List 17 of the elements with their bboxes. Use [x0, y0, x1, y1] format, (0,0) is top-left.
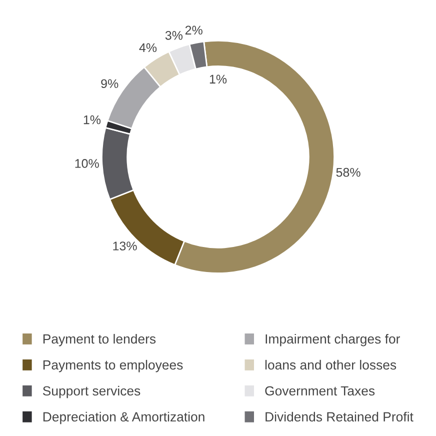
data-label: 1% — [84, 115, 101, 124]
text: 1% — [210, 74, 227, 84]
data-label: 9% — [101, 79, 118, 88]
legend-label: Depreciation & Amortization — [43, 412, 204, 424]
legend-label: Dividends Retained Profit — [266, 412, 414, 422]
legend-label: Support services — [42, 386, 140, 398]
legend-label: Government Taxes — [265, 386, 375, 396]
data-label: 13% — [113, 242, 137, 250]
data-label: 58% — [336, 168, 360, 177]
data-label: 10% — [75, 159, 99, 168]
legend-label: Impairment charges for — [266, 334, 400, 346]
legend-label: loans and other losses — [265, 360, 396, 370]
data-label: 4% — [139, 43, 157, 52]
legend-label: Payment to lenders — [43, 334, 156, 346]
data-label: 2% — [185, 26, 202, 35]
legend-label: Payments to employees — [43, 360, 183, 372]
data-label: 3% — [165, 30, 183, 40]
